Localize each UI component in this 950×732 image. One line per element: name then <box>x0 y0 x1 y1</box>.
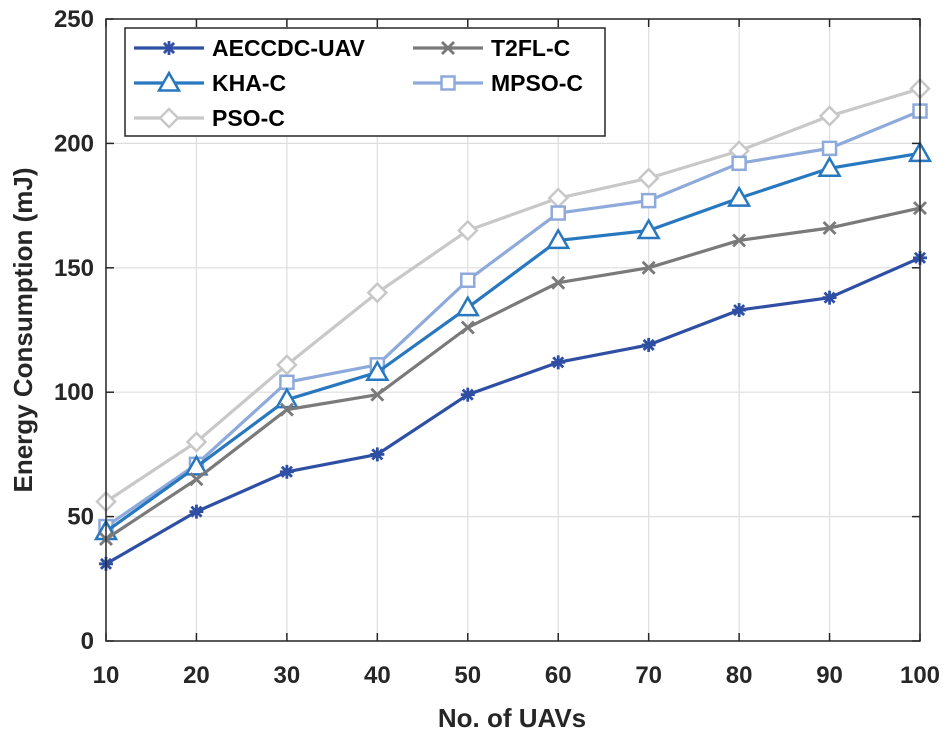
data-point <box>279 402 294 417</box>
series-line <box>105 256 921 566</box>
series-mpso-c <box>98 103 928 535</box>
data-point <box>726 185 752 207</box>
series-kha-c <box>93 140 933 541</box>
data-point <box>190 505 203 518</box>
series-line <box>105 151 921 533</box>
y-tick-label: 100 <box>54 379 94 406</box>
legend-label: T2FL-C <box>491 35 570 61</box>
data-point <box>276 354 298 376</box>
data-point <box>547 187 569 209</box>
y-axis-label: Energy Consumption (mJ) <box>8 167 38 492</box>
data-point <box>156 70 182 92</box>
legend-label: KHA-C <box>212 70 286 96</box>
legend-label: AECCDC-UAV <box>212 35 366 61</box>
y-tick-label: 250 <box>54 6 94 33</box>
data-point <box>366 281 389 304</box>
y-tick-label: 150 <box>54 255 94 282</box>
x-tick-label: 40 <box>364 662 391 689</box>
data-point <box>457 219 479 242</box>
data-point <box>371 448 384 461</box>
legend-entry: AECCDC-UAV <box>134 35 366 61</box>
data-point <box>818 105 841 127</box>
data-point <box>636 217 661 240</box>
data-point <box>185 431 208 453</box>
x-tick-label: 80 <box>726 662 753 689</box>
axis-ticks: 10 20 30 40 50 60 70 80 90 100 0 50 100 150 200 250 <box>54 6 940 689</box>
data-point <box>158 107 180 129</box>
data-point <box>822 221 837 235</box>
data-point <box>733 304 746 317</box>
x-tick-label: 70 <box>635 662 662 689</box>
data-point <box>460 320 475 335</box>
y-tick-label: 0 <box>81 628 94 655</box>
x-tick-label: 100 <box>900 662 940 689</box>
x-tick-label: 20 <box>183 662 210 689</box>
legend-label: PSO-C <box>212 105 285 131</box>
series-line <box>105 206 921 541</box>
legend-entry: KHA-C <box>134 70 286 96</box>
data-point <box>641 260 656 275</box>
legend-label: MPSO-C <box>491 70 583 96</box>
data-point <box>642 338 655 351</box>
data-point <box>460 272 476 288</box>
data-point <box>637 167 660 189</box>
y-tick-label: 200 <box>54 130 94 157</box>
data-point <box>370 387 385 402</box>
data-point <box>731 155 747 172</box>
data-point <box>162 41 176 55</box>
data-point <box>546 227 571 250</box>
data-point <box>189 472 204 487</box>
data-point <box>441 41 455 55</box>
legend: AECCDC-UAV T2FL-C KHA-C MPSO-C PSO-C <box>124 27 606 137</box>
x-tick-label: 50 <box>454 662 481 689</box>
series-aeccdc-uav <box>99 250 927 571</box>
data-point <box>821 140 838 157</box>
data-point <box>823 291 836 304</box>
data-point <box>440 75 456 91</box>
x-tick-label: 10 <box>93 662 120 689</box>
data-point <box>461 388 474 401</box>
legend-entry: MPSO-C <box>413 70 583 96</box>
y-tick-label: 50 <box>67 504 94 531</box>
data-point <box>551 275 566 290</box>
data-point <box>184 454 209 476</box>
data-point <box>279 374 295 390</box>
data-point <box>550 205 566 221</box>
x-tick-label: 30 <box>274 662 301 689</box>
series-line <box>105 87 921 504</box>
data-point <box>280 465 293 478</box>
data-point <box>365 359 390 382</box>
data-point <box>640 192 657 209</box>
data-point <box>552 356 565 369</box>
data-point <box>817 155 842 178</box>
data-point <box>455 295 480 317</box>
legend-box <box>124 27 606 137</box>
legend-entry: PSO-C <box>134 105 285 131</box>
x-tick-label: 90 <box>816 662 843 689</box>
x-axis-label: No. of UAVs <box>438 703 586 732</box>
plot-frame <box>105 18 921 642</box>
series-t2fl-c <box>99 201 927 546</box>
x-tick-label: 60 <box>545 662 572 689</box>
legend-entry: T2FL-C <box>413 35 570 61</box>
series-layer <box>93 77 933 571</box>
data-point <box>732 233 747 248</box>
series-line <box>105 109 921 528</box>
